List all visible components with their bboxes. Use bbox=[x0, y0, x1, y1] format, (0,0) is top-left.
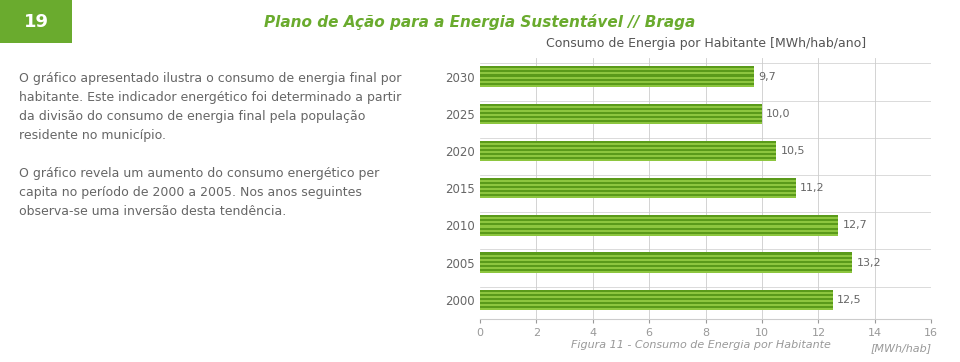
Bar bbox=[480, 66, 754, 68]
Bar bbox=[480, 258, 852, 261]
Bar bbox=[480, 190, 796, 192]
Bar bbox=[480, 308, 832, 310]
Text: 9,7: 9,7 bbox=[757, 72, 776, 81]
Bar bbox=[480, 155, 776, 157]
Bar bbox=[480, 254, 852, 257]
Bar bbox=[480, 75, 754, 76]
Bar bbox=[480, 188, 796, 190]
Bar bbox=[480, 269, 852, 271]
Text: Plano de Ação para a Energia Sustentável // Braga: Plano de Ação para a Energia Sustentável… bbox=[264, 14, 696, 30]
Bar bbox=[480, 219, 838, 222]
X-axis label: [MWh/hab]: [MWh/hab] bbox=[870, 343, 931, 353]
Bar bbox=[480, 296, 832, 298]
Text: O gráfico apresentado ilustra o consumo de energia final por
habitante. Este ind: O gráfico apresentado ilustra o consumo … bbox=[19, 72, 401, 218]
Text: 10,5: 10,5 bbox=[780, 146, 804, 156]
Bar bbox=[480, 85, 754, 87]
Bar bbox=[480, 267, 852, 269]
Bar bbox=[480, 186, 796, 188]
Bar bbox=[480, 265, 852, 267]
Bar bbox=[480, 114, 762, 116]
Bar bbox=[480, 292, 832, 294]
Bar bbox=[480, 217, 838, 219]
Bar bbox=[480, 110, 762, 112]
Bar bbox=[480, 178, 796, 180]
Bar bbox=[480, 68, 754, 70]
Text: 13,2: 13,2 bbox=[856, 258, 881, 268]
Bar bbox=[480, 298, 832, 300]
Bar bbox=[480, 263, 852, 265]
Bar bbox=[480, 300, 832, 302]
Bar bbox=[480, 108, 762, 110]
Bar bbox=[480, 147, 776, 149]
Bar bbox=[480, 157, 776, 159]
Bar bbox=[480, 228, 838, 230]
Bar bbox=[480, 304, 832, 306]
Bar bbox=[480, 180, 796, 182]
Bar bbox=[480, 104, 762, 106]
Text: 10,0: 10,0 bbox=[766, 109, 791, 119]
Bar bbox=[480, 252, 852, 254]
Bar bbox=[480, 112, 762, 114]
Bar bbox=[480, 120, 762, 122]
Bar bbox=[480, 70, 754, 72]
Bar bbox=[480, 122, 762, 124]
Bar bbox=[480, 159, 776, 161]
Bar bbox=[480, 302, 832, 304]
Bar bbox=[480, 294, 832, 296]
Bar bbox=[480, 151, 776, 153]
Bar bbox=[480, 182, 796, 184]
Bar bbox=[480, 290, 832, 292]
Text: 11,2: 11,2 bbox=[800, 183, 825, 193]
Bar bbox=[480, 306, 832, 308]
Bar bbox=[480, 261, 852, 263]
Bar bbox=[480, 153, 776, 155]
Bar bbox=[480, 118, 762, 120]
Bar bbox=[480, 230, 838, 232]
Bar bbox=[480, 232, 838, 233]
Bar bbox=[480, 106, 762, 108]
Bar bbox=[480, 141, 776, 143]
Bar bbox=[480, 194, 796, 197]
Bar bbox=[480, 192, 796, 194]
Bar bbox=[480, 83, 754, 85]
Bar bbox=[480, 79, 754, 81]
Bar bbox=[480, 116, 762, 118]
Bar bbox=[480, 271, 852, 273]
Bar bbox=[480, 76, 754, 79]
Bar bbox=[480, 72, 754, 75]
Bar bbox=[480, 149, 776, 151]
Bar bbox=[480, 197, 796, 198]
Bar bbox=[480, 145, 776, 147]
Text: 12,7: 12,7 bbox=[842, 220, 867, 231]
Bar bbox=[480, 257, 852, 258]
Bar bbox=[480, 81, 754, 83]
FancyBboxPatch shape bbox=[0, 0, 72, 43]
Bar bbox=[480, 233, 838, 236]
Bar bbox=[480, 226, 838, 228]
Bar bbox=[480, 143, 776, 145]
Title: Consumo de Energia por Habitante [MWh/hab/ano]: Consumo de Energia por Habitante [MWh/ha… bbox=[545, 37, 866, 50]
Text: Figura 11 - Consumo de Energia por Habitante: Figura 11 - Consumo de Energia por Habit… bbox=[571, 340, 830, 350]
Text: 12,5: 12,5 bbox=[837, 295, 861, 305]
Bar bbox=[480, 184, 796, 186]
Bar bbox=[480, 222, 838, 223]
Text: 19: 19 bbox=[24, 13, 49, 31]
Bar bbox=[480, 215, 838, 217]
Bar bbox=[480, 223, 838, 226]
